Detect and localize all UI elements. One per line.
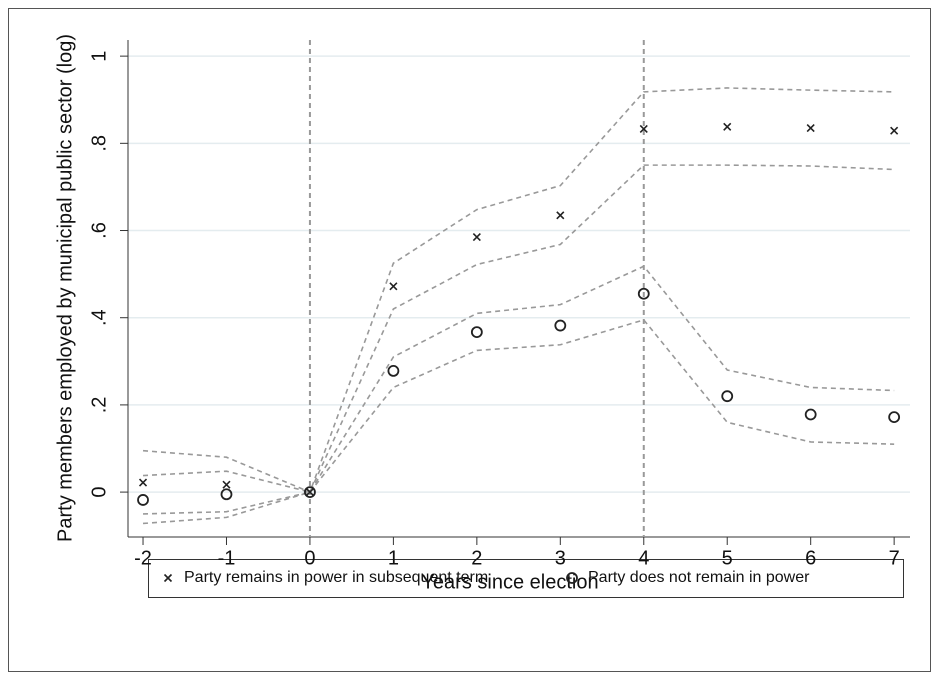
point [723, 122, 732, 131]
x-tick-label: 3 [555, 547, 566, 569]
legend-marker [163, 573, 173, 583]
point [721, 390, 734, 403]
point [305, 488, 315, 497]
point [138, 478, 148, 487]
y-tick-label: .4 [88, 309, 110, 326]
point [806, 123, 815, 133]
point [304, 486, 316, 498]
point [472, 232, 481, 242]
x-tick-label: 6 [805, 547, 816, 569]
confidence-line [142, 87, 895, 494]
point [639, 124, 648, 134]
point [890, 126, 899, 135]
x-tick-label: -1 [218, 547, 236, 569]
x-tick-label: 4 [638, 547, 649, 569]
point [220, 488, 233, 501]
point [387, 364, 400, 377]
legend-label: Party remains in power in subsequent ter… [184, 569, 488, 586]
y-tick-label: .8 [88, 135, 110, 152]
legend-label: Party does not remain in power [588, 569, 810, 586]
confidence-line [142, 318, 895, 525]
point [389, 282, 398, 291]
y-tick-label: .6 [88, 222, 110, 239]
x-tick-label: 1 [388, 547, 399, 569]
y-tick-label: 0 [88, 487, 110, 498]
confidence-line [142, 265, 895, 494]
point [637, 287, 650, 300]
point [137, 494, 149, 506]
y-axis-title: Party members employed by municipal publ… [54, 34, 76, 542]
x-tick-label: 7 [889, 547, 900, 569]
legend-marker [566, 572, 578, 584]
x-tick-label: 0 [304, 547, 315, 569]
point [804, 408, 817, 421]
x-tick-label: 5 [722, 547, 733, 569]
point [888, 411, 901, 424]
point [222, 480, 231, 489]
x-tick-label: -2 [134, 547, 152, 569]
confidence-line [143, 164, 895, 515]
y-tick-label: 1 [88, 51, 110, 62]
x-tick-label: 2 [471, 547, 482, 569]
frame [8, 8, 931, 672]
point [470, 326, 483, 338]
point [556, 211, 565, 220]
x-axis-title: Years since election [421, 571, 598, 593]
y-tick-label: .2 [88, 397, 110, 414]
point [554, 319, 567, 332]
legend-box [148, 559, 904, 598]
